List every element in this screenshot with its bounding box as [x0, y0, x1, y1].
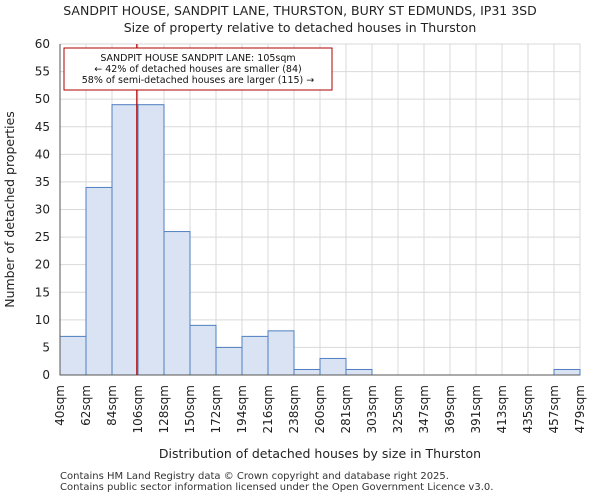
x-tick-label: 347sqm: [417, 385, 431, 433]
histogram-bar: [163, 231, 191, 376]
y-tick-label: 20: [35, 258, 50, 272]
x-tick-label: 106sqm: [131, 385, 145, 433]
annotation-text: 58% of semi-detached houses are larger (…: [82, 75, 315, 86]
histogram-bar: [59, 335, 87, 376]
histogram-bar: [85, 186, 113, 376]
y-tick-label: 35: [35, 175, 50, 189]
y-tick-label: 30: [35, 203, 50, 217]
y-tick-label: 10: [35, 313, 50, 327]
chart-title: SANDPIT HOUSE, SANDPIT LANE, THURSTON, B…: [63, 3, 537, 18]
histogram-bar: [553, 368, 581, 376]
histogram-bar: [293, 368, 321, 376]
y-tick-label: 50: [35, 92, 50, 106]
x-tick-label: 435sqm: [521, 385, 535, 433]
x-tick-label: 413sqm: [495, 385, 509, 433]
y-tick-label: 5: [42, 340, 50, 354]
x-tick-label: 303sqm: [365, 385, 379, 433]
annotation-box: [63, 47, 333, 91]
x-tick-label: 172sqm: [209, 385, 223, 433]
x-tick-label: 194sqm: [235, 385, 249, 433]
annotation-text: ← 42% of detached houses are smaller (84…: [94, 64, 301, 75]
x-tick-label: 62sqm: [79, 385, 93, 426]
x-tick-label: 40sqm: [53, 385, 67, 426]
x-tick-label: 128sqm: [157, 385, 171, 433]
histogram-bar: [319, 357, 347, 376]
histogram-bar: [215, 346, 243, 376]
histogram-bar: [345, 368, 373, 376]
x-tick-label: 457sqm: [547, 385, 561, 433]
x-tick-label: 84sqm: [105, 385, 119, 426]
chart-subtitle: Size of property relative to detached ho…: [123, 20, 477, 35]
y-tick-label: 40: [35, 147, 50, 161]
x-tick-label: 216sqm: [261, 385, 275, 433]
y-tick-label: 45: [35, 120, 50, 134]
histogram-bar: [137, 104, 165, 376]
x-tick-label: 391sqm: [469, 385, 483, 433]
y-axis-label: Number of detached properties: [2, 111, 17, 308]
histogram-bar: [267, 330, 295, 376]
y-tick-label: 0: [42, 368, 50, 382]
x-tick-label: 281sqm: [339, 385, 353, 433]
x-tick-label: 150sqm: [183, 385, 197, 433]
x-tick-label: 325sqm: [391, 385, 405, 433]
x-tick-label: 369sqm: [443, 385, 457, 433]
y-tick-label: 25: [35, 230, 50, 244]
x-axis-label: Distribution of detached houses by size …: [159, 446, 481, 461]
y-tick-label: 55: [35, 65, 50, 79]
x-tick-label: 260sqm: [313, 385, 327, 433]
y-tick-label: 15: [35, 285, 50, 299]
histogram-bar: [241, 335, 269, 376]
footer-line-1: Contains HM Land Registry data © Crown c…: [60, 471, 449, 482]
histogram-bar: [189, 324, 217, 376]
x-tick-label: 479sqm: [573, 385, 587, 433]
footer-line-2: Contains public sector information licen…: [60, 482, 494, 493]
annotation-text: SANDPIT HOUSE SANDPIT LANE: 105sqm: [100, 53, 295, 64]
histogram-bar: [111, 104, 139, 376]
y-tick-label: 60: [35, 37, 50, 51]
x-tick-label: 238sqm: [287, 385, 301, 433]
